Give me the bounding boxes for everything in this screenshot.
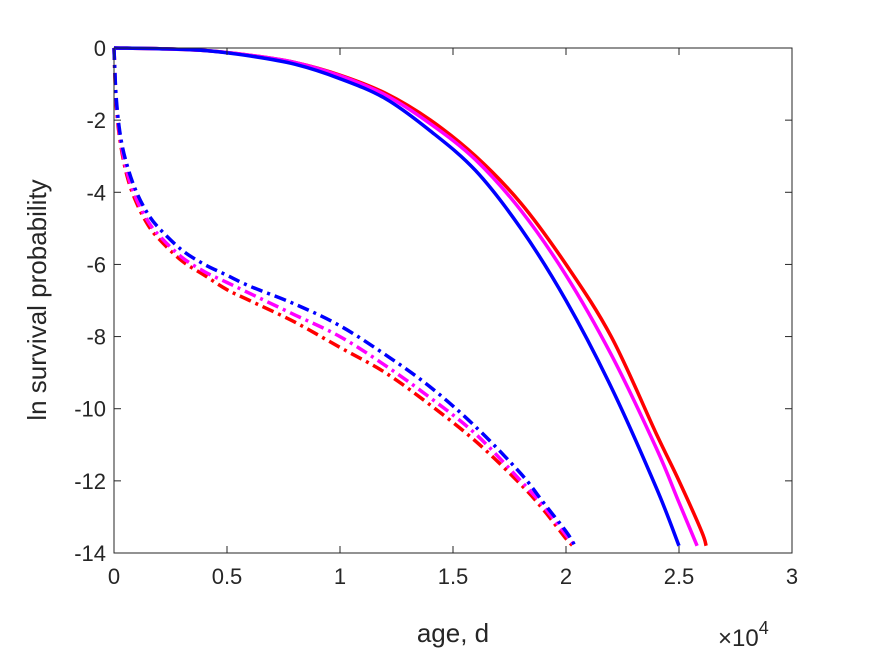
y-tick-label: -12 (74, 469, 106, 494)
x-axis-exponent: ×104 (718, 618, 769, 652)
y-tick-label: -10 (74, 397, 106, 422)
x-tick-label: 0.5 (212, 564, 243, 589)
series-line-3-solid (113, 46, 681, 547)
y-tick-label: -8 (86, 325, 106, 350)
x-tick-label: 2 (560, 564, 572, 589)
x-tick-label: 1 (334, 564, 346, 589)
x-tick-label: 0 (108, 564, 120, 589)
plot-area-background (114, 48, 792, 553)
series-line-5-dashdot (112, 47, 577, 547)
x-axis-label: age, d (417, 618, 489, 648)
series-line-6-dashdot (112, 47, 577, 547)
y-tick-label: -2 (86, 108, 106, 133)
x-axis-exponent-base: ×10 (718, 625, 759, 652)
y-tick-label: -14 (74, 541, 106, 566)
x-tick-label: 1.5 (438, 564, 469, 589)
y-tick-label: 0 (94, 36, 106, 61)
tick-layer: 0 0.5 1 1.5 2 2.5 3 0 -2 -4 -6 -8 -10 -12 -14 (74, 36, 798, 589)
x-tick-label: 2.5 (664, 564, 695, 589)
x-axis-exponent-power: 4 (759, 618, 769, 638)
y-axis-label: ln survival probability (22, 179, 52, 420)
series-layer (112, 46, 708, 548)
x-tick-label: 3 (786, 564, 798, 589)
y-tick-label: -4 (86, 180, 106, 205)
y-tick-label: -6 (86, 252, 106, 277)
